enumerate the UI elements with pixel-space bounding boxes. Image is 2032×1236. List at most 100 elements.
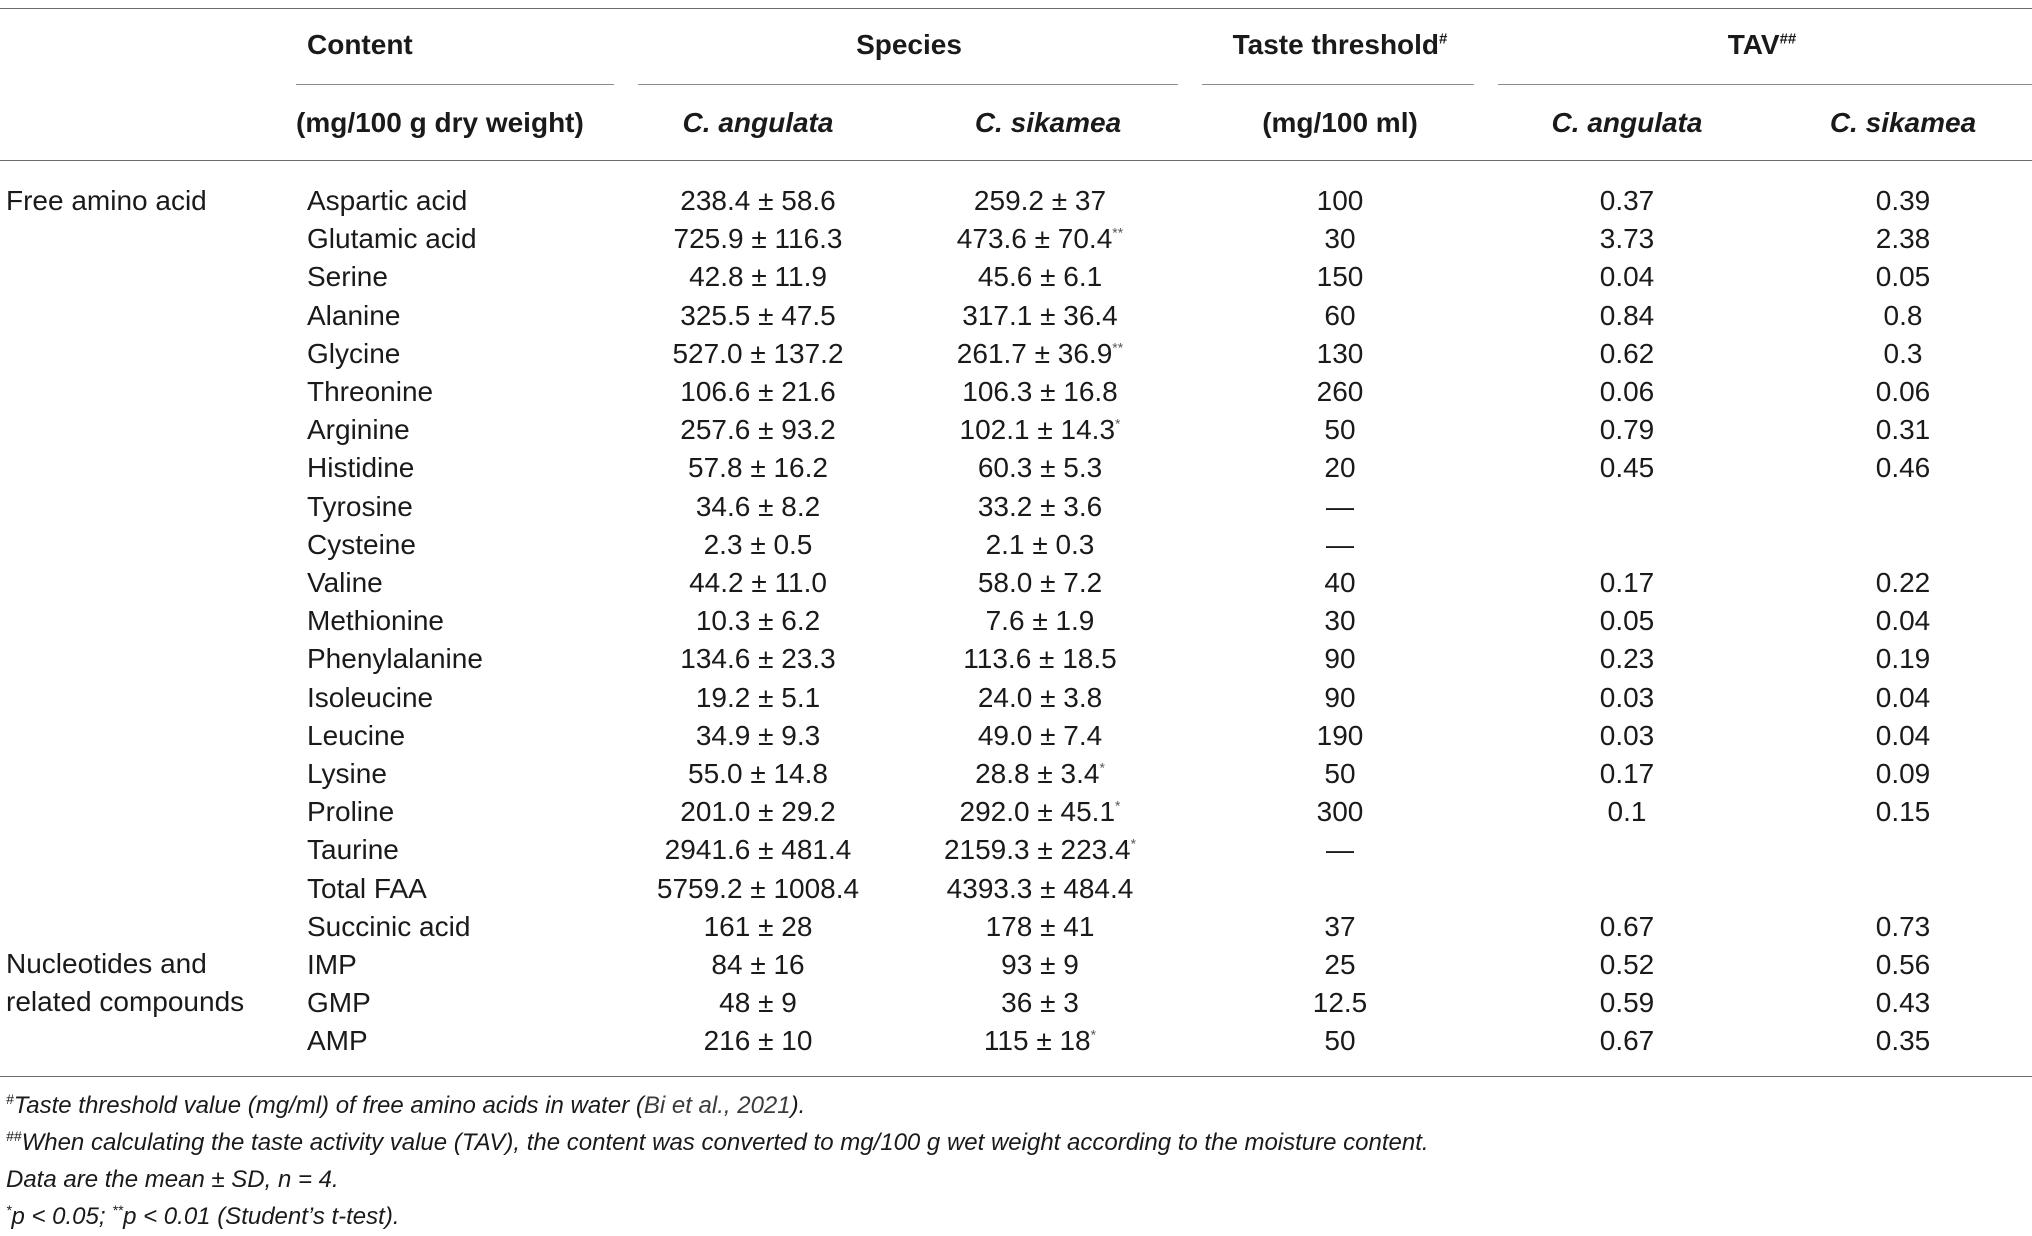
cell-text: 45.6 ± 6.1 bbox=[977, 261, 1103, 293]
cell-text: 115 ± 18 bbox=[983, 1025, 1091, 1057]
table-row: Threonine 106.6 ± 21.6 106.3 ± 16.8 260 0.06… bbox=[0, 373, 2032, 411]
table-row: Glycine 527.0 ± 137.2 261.7 ± 36.9** 130 0.6… bbox=[0, 335, 2032, 373]
cell-text: 325.5 ± 47.5 bbox=[680, 299, 836, 331]
cell-text: 261.7 ± 36.9 bbox=[956, 337, 1113, 369]
cell-text: 106.6 ± 21.6 bbox=[680, 376, 836, 407]
row-value-sikamea: 60.3 ± 5.3 bbox=[978, 449, 1102, 487]
cell-text: 50 bbox=[1324, 1025, 1356, 1057]
significance-mark: * bbox=[1130, 836, 1137, 853]
header-threshold-unit: (mg/100 ml) bbox=[1262, 107, 1418, 138]
row-threshold: — bbox=[1326, 488, 1354, 526]
row-name: Total FAA bbox=[307, 870, 427, 908]
footnote-reference-link[interactable]: Bi et al., 2021 bbox=[643, 1092, 791, 1119]
table-row: Arginine 257.6 ± 93.2 102.1 ± 14.3* 50 0.79 0… bbox=[0, 411, 2032, 449]
significance-mark: ** bbox=[1112, 224, 1124, 241]
row-threshold: — bbox=[1326, 526, 1354, 564]
row-value-sikamea: 7.6 ± 1.9 bbox=[986, 602, 1095, 640]
cell-text: 19.2 ± 5.1 bbox=[695, 681, 821, 713]
cell-text: 2.38 bbox=[1875, 223, 1931, 255]
cell-text: 257.6 ± 93.2 bbox=[680, 414, 836, 446]
cell-text: 2.3 ± 0.5 bbox=[703, 528, 813, 560]
group-nucleotides-line2: related compounds bbox=[6, 986, 245, 1017]
row-tav-angulata: 0.06 bbox=[1600, 373, 1655, 411]
significance-mark: * bbox=[1099, 759, 1105, 776]
row-name: Histidine bbox=[307, 449, 414, 487]
row-name: IMP bbox=[307, 946, 357, 984]
cell-text: Phenylalanine bbox=[307, 643, 483, 675]
table-row: Leucine 34.9 ± 9.3 49.0 ± 7.4 190 0.03 0.04 bbox=[0, 717, 2032, 755]
row-tav-sikamea: 0.06 bbox=[1876, 373, 1931, 411]
cell-text: 130 bbox=[1316, 337, 1364, 369]
row-name: Leucine bbox=[307, 717, 405, 755]
cell-text: 60.3 ± 5.3 bbox=[977, 452, 1103, 484]
row-tav-sikamea: 0.19 bbox=[1876, 640, 1931, 678]
group-nucleotides-line1: Nucleotides and bbox=[6, 948, 207, 979]
cell-text: 150 bbox=[1316, 261, 1364, 293]
header-threshold-label: Taste threshold bbox=[1232, 29, 1440, 60]
row-threshold: 40 bbox=[1324, 564, 1355, 602]
row-tav-sikamea: 0.46 bbox=[1876, 449, 1931, 487]
row-tav-sikamea: 0.35 bbox=[1876, 1022, 1931, 1060]
cell-text: 0.59 bbox=[1599, 987, 1655, 1019]
cell-text: 0.8 bbox=[1883, 299, 1923, 331]
row-value-sikamea: 45.6 ± 6.1 bbox=[978, 258, 1102, 296]
cell-text: 50 bbox=[1324, 758, 1356, 789]
row-threshold: 90 bbox=[1324, 679, 1355, 717]
table-row: Lysine 55.0 ± 14.8 28.8 ± 3.4* 50 0.17 0.09 bbox=[0, 755, 2032, 793]
cell-text: 28.8 ± 3.4 bbox=[975, 758, 1100, 789]
table-row: Phenylalanine 134.6 ± 23.3 113.6 ± 18.5 90 0… bbox=[0, 640, 2032, 678]
threshold-header-underline bbox=[1202, 84, 1474, 85]
cell-text: 2941.6 ± 481.4 bbox=[664, 834, 852, 866]
cell-text: 0.3 bbox=[1883, 337, 1923, 369]
row-value-sikamea: 36 ± 3 bbox=[1001, 984, 1079, 1022]
footnote-text: Taste threshold value (mg/ml) of free am… bbox=[13, 1092, 644, 1119]
significance-mark: * bbox=[1090, 1027, 1097, 1044]
footnote-mark: ## bbox=[6, 1128, 22, 1144]
cell-text: Serine bbox=[307, 261, 388, 293]
header-threshold-mark: # bbox=[1439, 30, 1448, 48]
row-tav-angulata: 0.17 bbox=[1600, 564, 1655, 602]
row-threshold: 12.5 bbox=[1313, 984, 1368, 1022]
cell-text: Arginine bbox=[307, 414, 410, 446]
cell-text: 0.45 bbox=[1599, 452, 1655, 484]
cell-text: 0.06 bbox=[1599, 376, 1655, 407]
row-tav-angulata: 0.04 bbox=[1600, 258, 1655, 296]
cell-text: 317.1 ± 36.4 bbox=[962, 299, 1118, 331]
row-name: Arginine bbox=[307, 411, 410, 449]
row-tav-angulata: 3.73 bbox=[1600, 220, 1655, 258]
cell-text: 0.06 bbox=[1875, 376, 1931, 407]
table-row: Tyrosine 34.6 ± 8.2 33.2 ± 3.6 — bbox=[0, 488, 2032, 526]
row-tav-angulata: 0.84 bbox=[1600, 297, 1655, 335]
cell-text: 90 bbox=[1324, 681, 1356, 713]
cell-text: 0.39 bbox=[1875, 185, 1931, 216]
table-row: AMP 216 ± 10 115 ± 18* 50 0.67 0.35 bbox=[0, 1022, 2032, 1060]
cell-text: 725.9 ± 116.3 bbox=[673, 223, 843, 255]
row-value-angulata: 55.0 ± 14.8 bbox=[688, 755, 828, 793]
row-value-sikamea: 292.0 ± 45.1* bbox=[960, 793, 1121, 831]
header-tav-mark: ## bbox=[1779, 30, 1797, 48]
table-row: IMP 84 ± 16 93 ± 9 25 0.52 0.56 bbox=[0, 946, 2032, 984]
row-threshold: 60 bbox=[1324, 297, 1355, 335]
row-value-angulata: 2.3 ± 0.5 bbox=[704, 526, 813, 564]
row-threshold: 30 bbox=[1324, 220, 1355, 258]
cell-text: — bbox=[1326, 528, 1354, 560]
group-free-amino-acid: Free amino acid bbox=[6, 185, 207, 216]
table-row: Cysteine 2.3 ± 0.5 2.1 ± 0.3 — bbox=[0, 526, 2032, 564]
table-row: Methionine 10.3 ± 6.2 7.6 ± 1.9 30 0.05 0.04 bbox=[0, 602, 2032, 640]
cell-text: 0.17 bbox=[1599, 758, 1655, 789]
row-tav-angulata: 0.52 bbox=[1600, 946, 1655, 984]
row-tav-angulata: 0.1 bbox=[1608, 793, 1647, 831]
row-threshold: 190 bbox=[1317, 717, 1364, 755]
row-tav-sikamea: 0.56 bbox=[1876, 946, 1931, 984]
cell-text: Tyrosine bbox=[307, 490, 413, 522]
header-tav-b: C. sikamea bbox=[1829, 107, 1977, 138]
cell-text: 44.2 ± 11.0 bbox=[689, 567, 827, 598]
row-tav-angulata: 0.23 bbox=[1600, 640, 1655, 678]
row-value-angulata: 2941.6 ± 481.4 bbox=[665, 831, 852, 869]
row-threshold: 50 bbox=[1324, 411, 1355, 449]
cell-text: 0.22 bbox=[1875, 567, 1931, 598]
cell-text: 3.73 bbox=[1599, 223, 1655, 255]
cell-text: 0.73 bbox=[1875, 910, 1931, 942]
cell-text: 12.5 bbox=[1312, 987, 1368, 1019]
cell-text: 5759.2 ± 1008.4 bbox=[656, 872, 860, 904]
